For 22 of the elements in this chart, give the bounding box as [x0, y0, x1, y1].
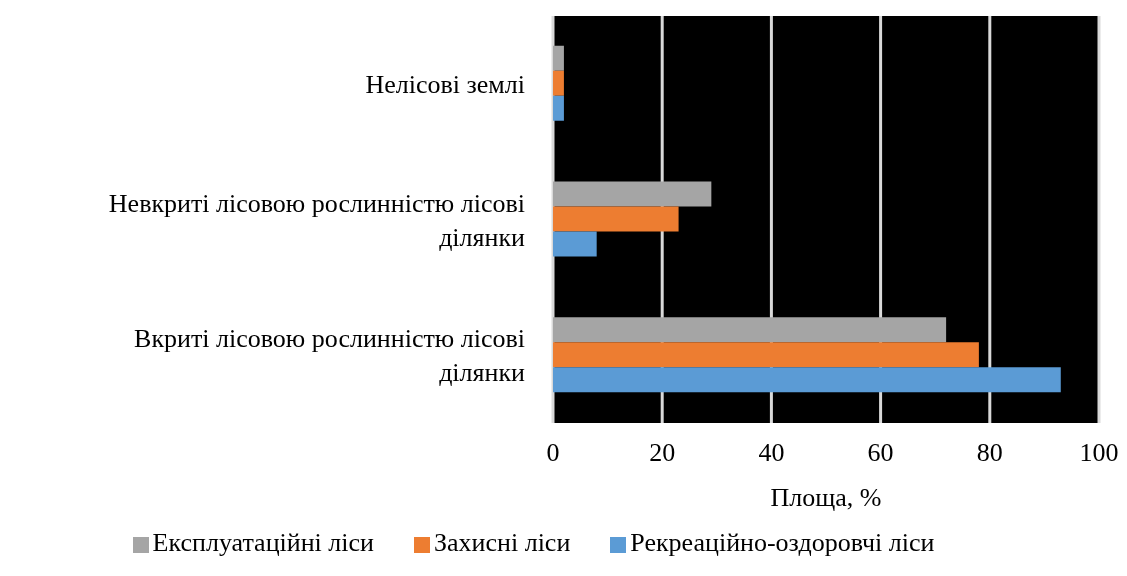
y-tick-label: Невкриті лісовою рослинністю лісові ділянки [108, 188, 526, 251]
legend-label: Рекреаційно-оздоровчі ліси [630, 528, 935, 557]
y-tick-label: Нелісові землі [365, 69, 525, 99]
bar [553, 95, 564, 121]
bar [553, 45, 564, 71]
bar [553, 367, 1061, 393]
x-tick-label: 40 [758, 438, 785, 468]
bar [553, 231, 597, 257]
y-tick-label: Вкриті лісовою рослинністю лісові ділянки [134, 323, 526, 387]
bar [553, 342, 979, 368]
x-tick-label: 20 [649, 438, 676, 468]
bar [553, 181, 712, 207]
bar [553, 317, 947, 343]
legend-label: Захисні ліси [434, 528, 571, 557]
x-tick-label: 100 [1079, 438, 1119, 468]
x-axis-title: Площа, % [770, 483, 882, 512]
legend-label: Експлуатаційні ліси [152, 528, 374, 557]
bar [553, 206, 679, 232]
x-tick-label: 80 [976, 438, 1003, 468]
bar [553, 70, 564, 96]
x-tick-label: 60 [867, 438, 894, 468]
x-tick-label: 0 [546, 438, 560, 468]
